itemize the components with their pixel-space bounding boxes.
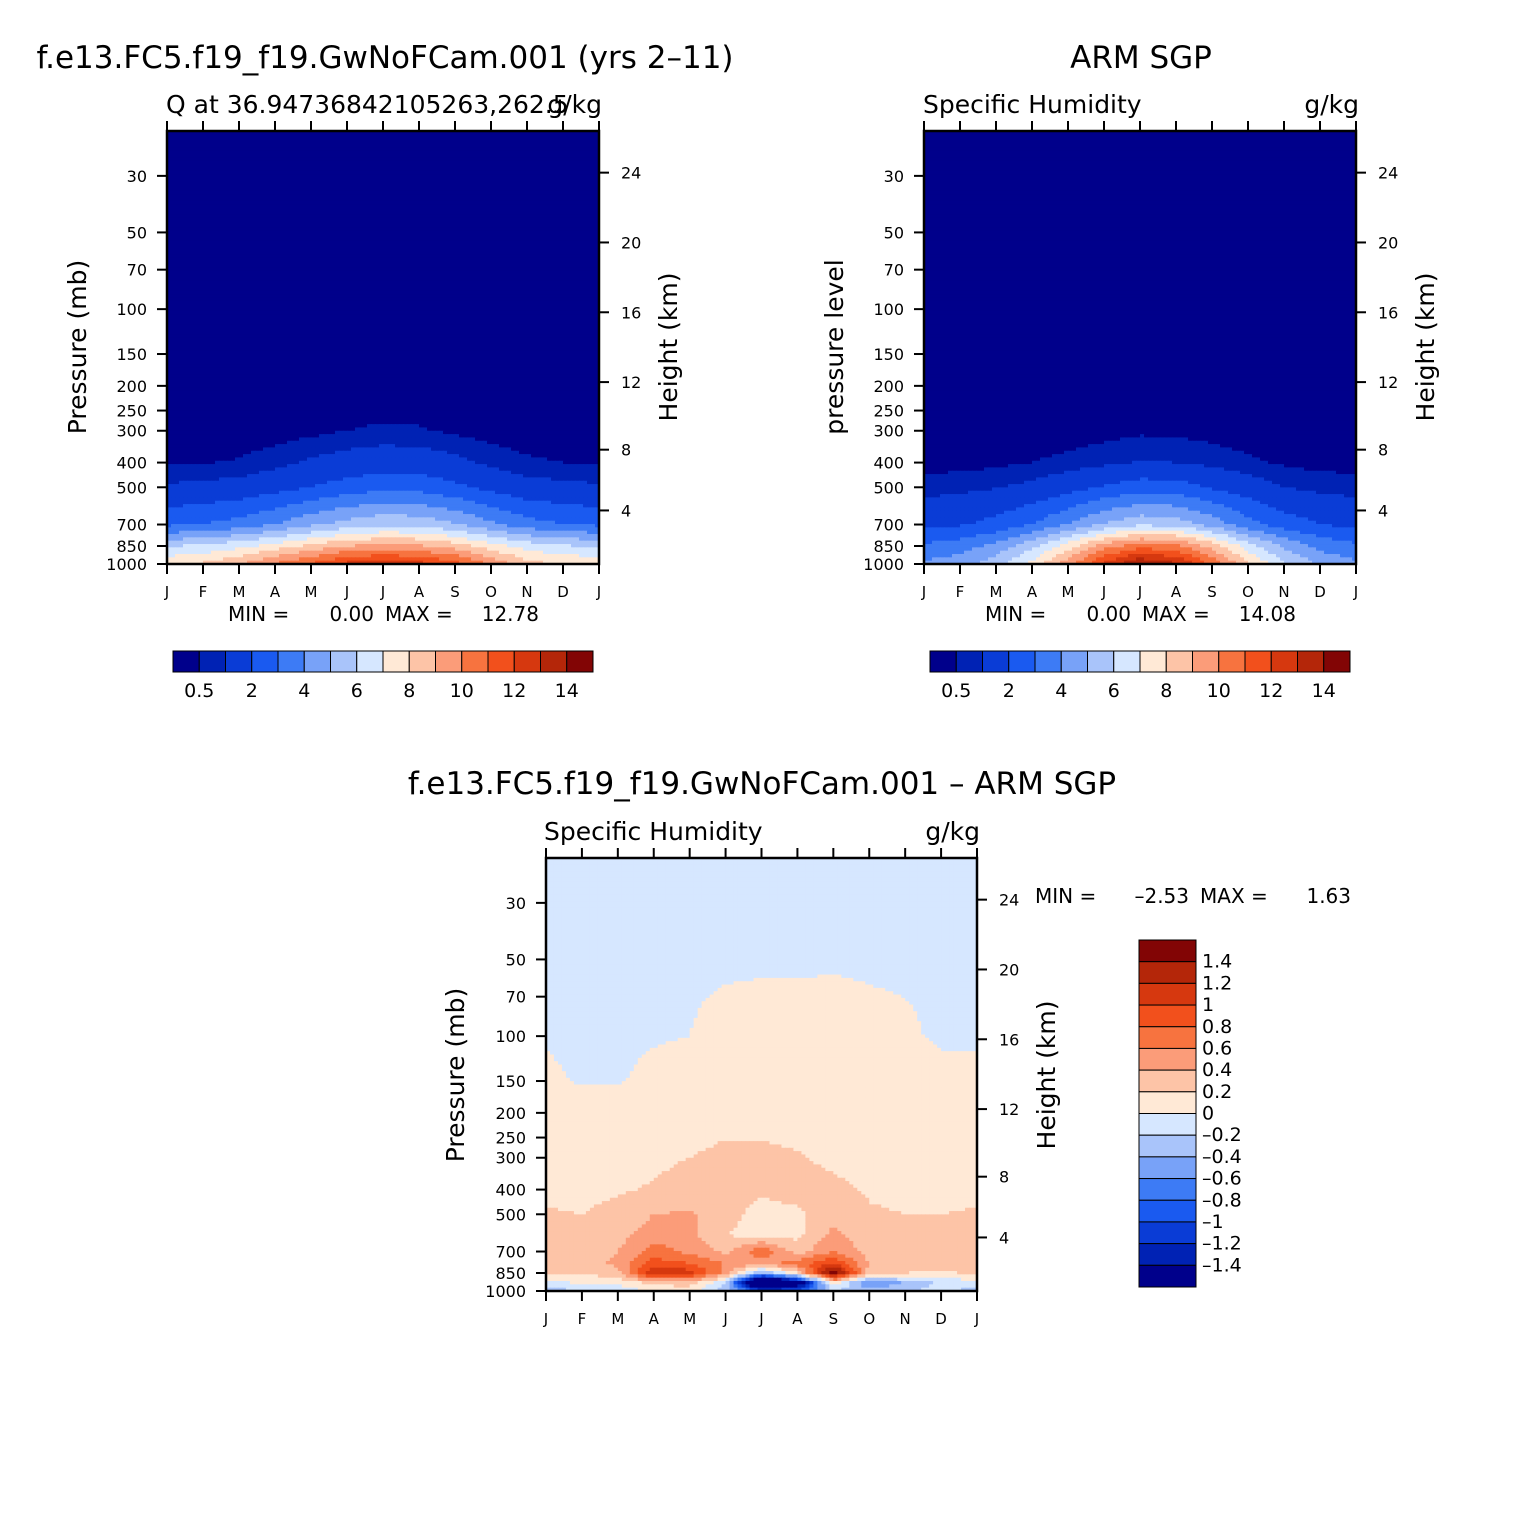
min-label: MIN = [228,602,289,626]
panel-model: f.e13.FC5.f19_f19.GwNoFCam.001 (yrs 2–11… [36,40,733,702]
y-axis-label: Pressure (mb) [63,260,92,434]
panel-left-subtitle: Q at 36.94736842105263,262.5 [166,90,569,119]
figure: f.e13.FC5.f19_f19.GwNoFCam.001 (yrs 2–11… [0,0,1524,1524]
max-value: 12.78 [482,602,539,626]
contour-field [167,131,600,565]
panel-units: g/kg [547,90,602,119]
panel-title: f.e13.FC5.f19_f19.GwNoFCam.001 (yrs 2–11… [36,40,733,76]
min-value: 0.00 [329,602,374,626]
figure-svg: f.e13.FC5.f19_f19.GwNoFCam.001 (yrs 2–11… [0,0,1524,1524]
min-max-readout: MIN = 0.00 MAX = 12.78 [228,602,539,626]
max-label: MAX = [385,602,453,626]
y2-axis-label: Height (km) [654,273,683,422]
